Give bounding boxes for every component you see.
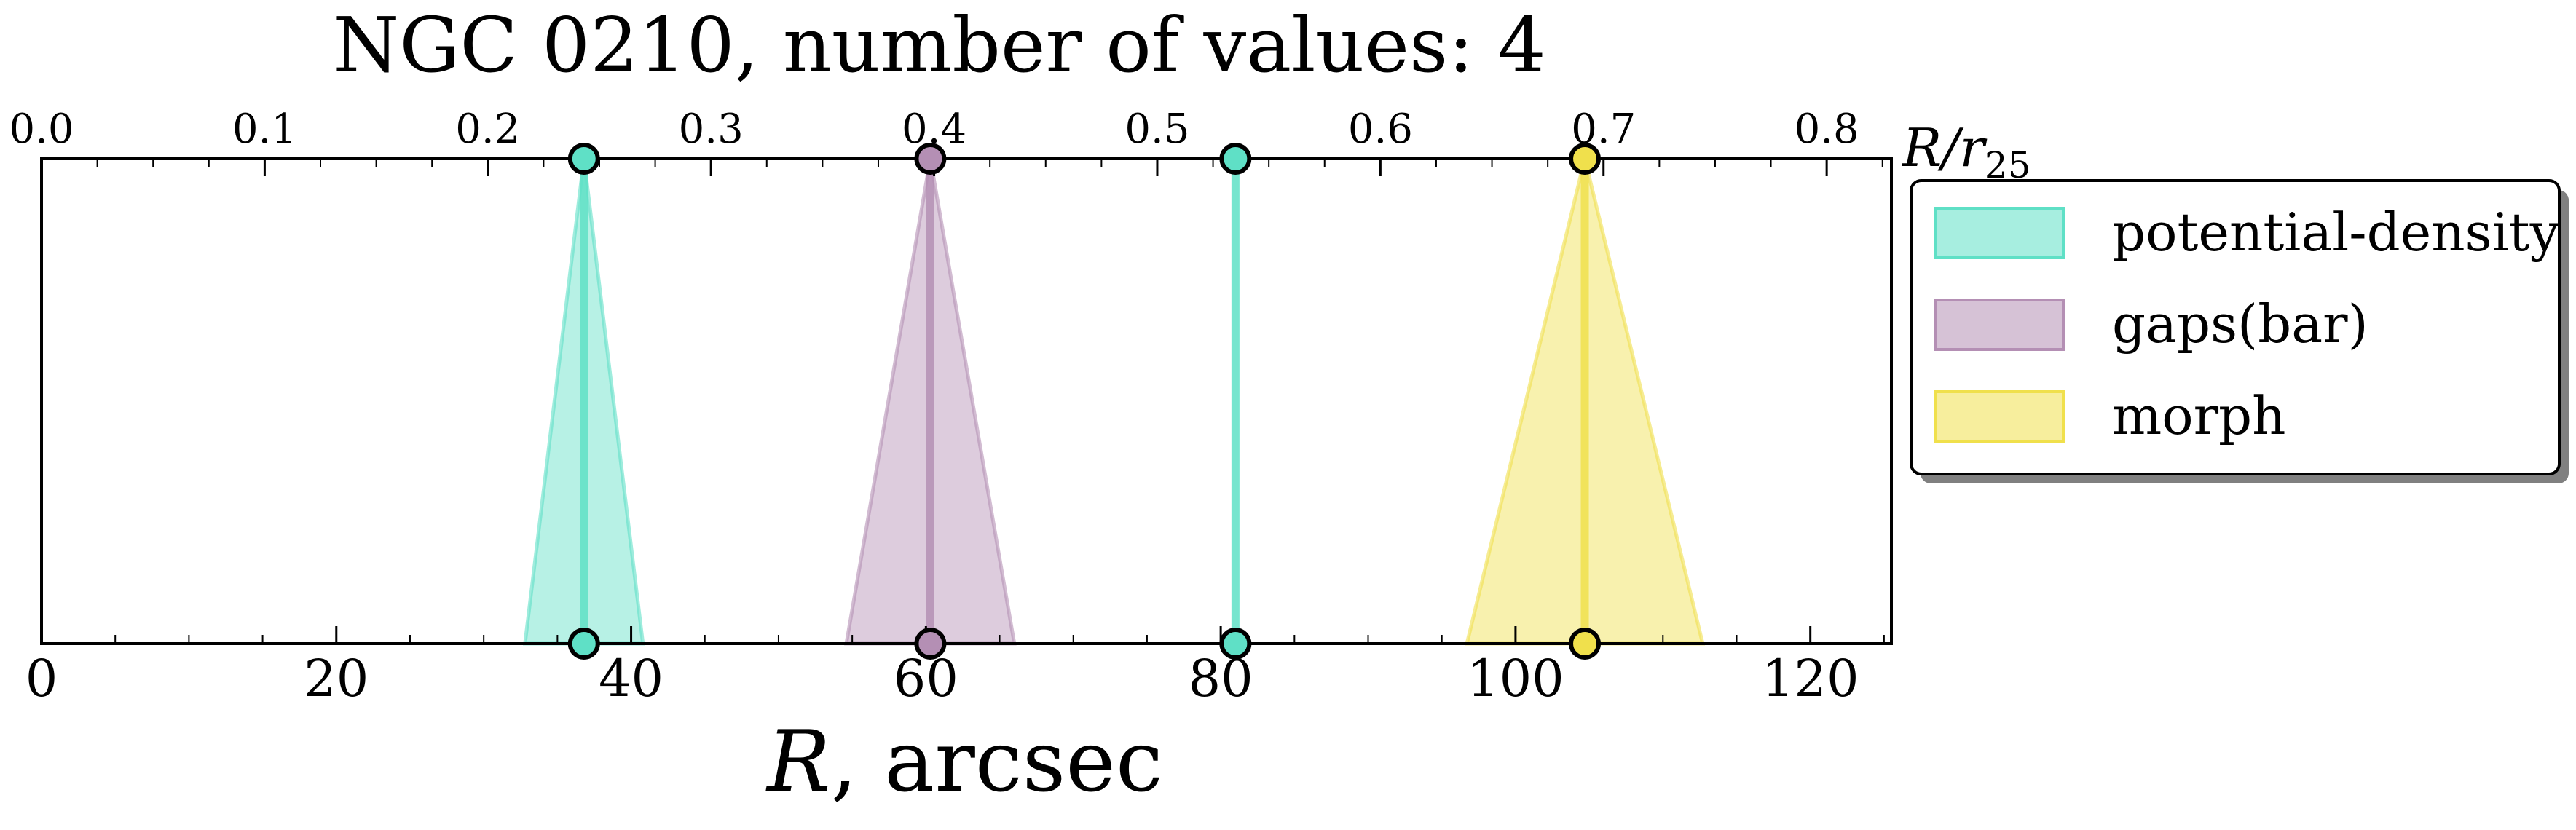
- marker-bottom-3: [1569, 628, 1602, 660]
- marker-bottom-0: [567, 628, 600, 660]
- marker-bottom-2: [1219, 628, 1252, 660]
- chart-title: NGC 0210, number of values: 4: [333, 1, 1545, 90]
- marker-bottom-1: [914, 628, 947, 660]
- top-tick-label-0: 0.0: [9, 106, 74, 153]
- marker-top-1: [914, 143, 947, 175]
- interval-bands: [523, 158, 1706, 646]
- marker-top-2: [1219, 143, 1252, 175]
- plot-frame: [40, 157, 1893, 645]
- x-tick-label-4: 80: [1189, 649, 1253, 708]
- top-tick-label-8: 0.8: [1795, 106, 1859, 153]
- value-markers: [567, 143, 1602, 660]
- legend-box: [1910, 179, 2561, 475]
- center-lines: [580, 159, 1589, 644]
- top-tick-label-1: 0.1: [232, 106, 297, 153]
- x-axis-label-unit: , arcsec: [830, 713, 1162, 811]
- legend: potential-density gaps(bar) morph: [1910, 179, 2569, 483]
- top-axis-label-main: R/r: [1901, 117, 1987, 178]
- x-tick-label-1: 20: [304, 649, 369, 708]
- legend-swatch-0: [1934, 207, 2065, 259]
- x-tick-label-2: 40: [599, 649, 663, 708]
- bottom-axis: 0 20 40 60 80 100 120: [25, 626, 1885, 708]
- legend-label-0: potential-density: [2112, 202, 2560, 263]
- top-tick-label-3: 0.3: [679, 106, 744, 153]
- legend-label-2: morph: [2112, 385, 2286, 446]
- top-tick-label-2: 0.2: [455, 106, 520, 153]
- x-tick-label-6: 120: [1762, 649, 1859, 708]
- top-tick-label-5: 0.5: [1124, 106, 1189, 153]
- legend-label-1: gaps(bar): [2112, 293, 2368, 355]
- top-axis: 0.0 0.1 0.2 0.3 0.4 0.5 0.6 0.7 0.8: [9, 106, 1883, 176]
- top-axis-label: R/r25: [1901, 117, 2031, 186]
- top-tick-label-6: 0.6: [1348, 106, 1413, 153]
- x-axis-label: R, arcsec: [765, 713, 1163, 811]
- legend-swatch-1: [1934, 299, 2065, 351]
- x-tick-label-0: 0: [25, 649, 58, 708]
- x-tick-label-5: 100: [1467, 649, 1564, 708]
- x-axis-label-symbol: R: [765, 713, 830, 811]
- marker-top-0: [567, 143, 600, 175]
- legend-swatch-2: [1934, 390, 2065, 443]
- marker-top-3: [1569, 143, 1602, 175]
